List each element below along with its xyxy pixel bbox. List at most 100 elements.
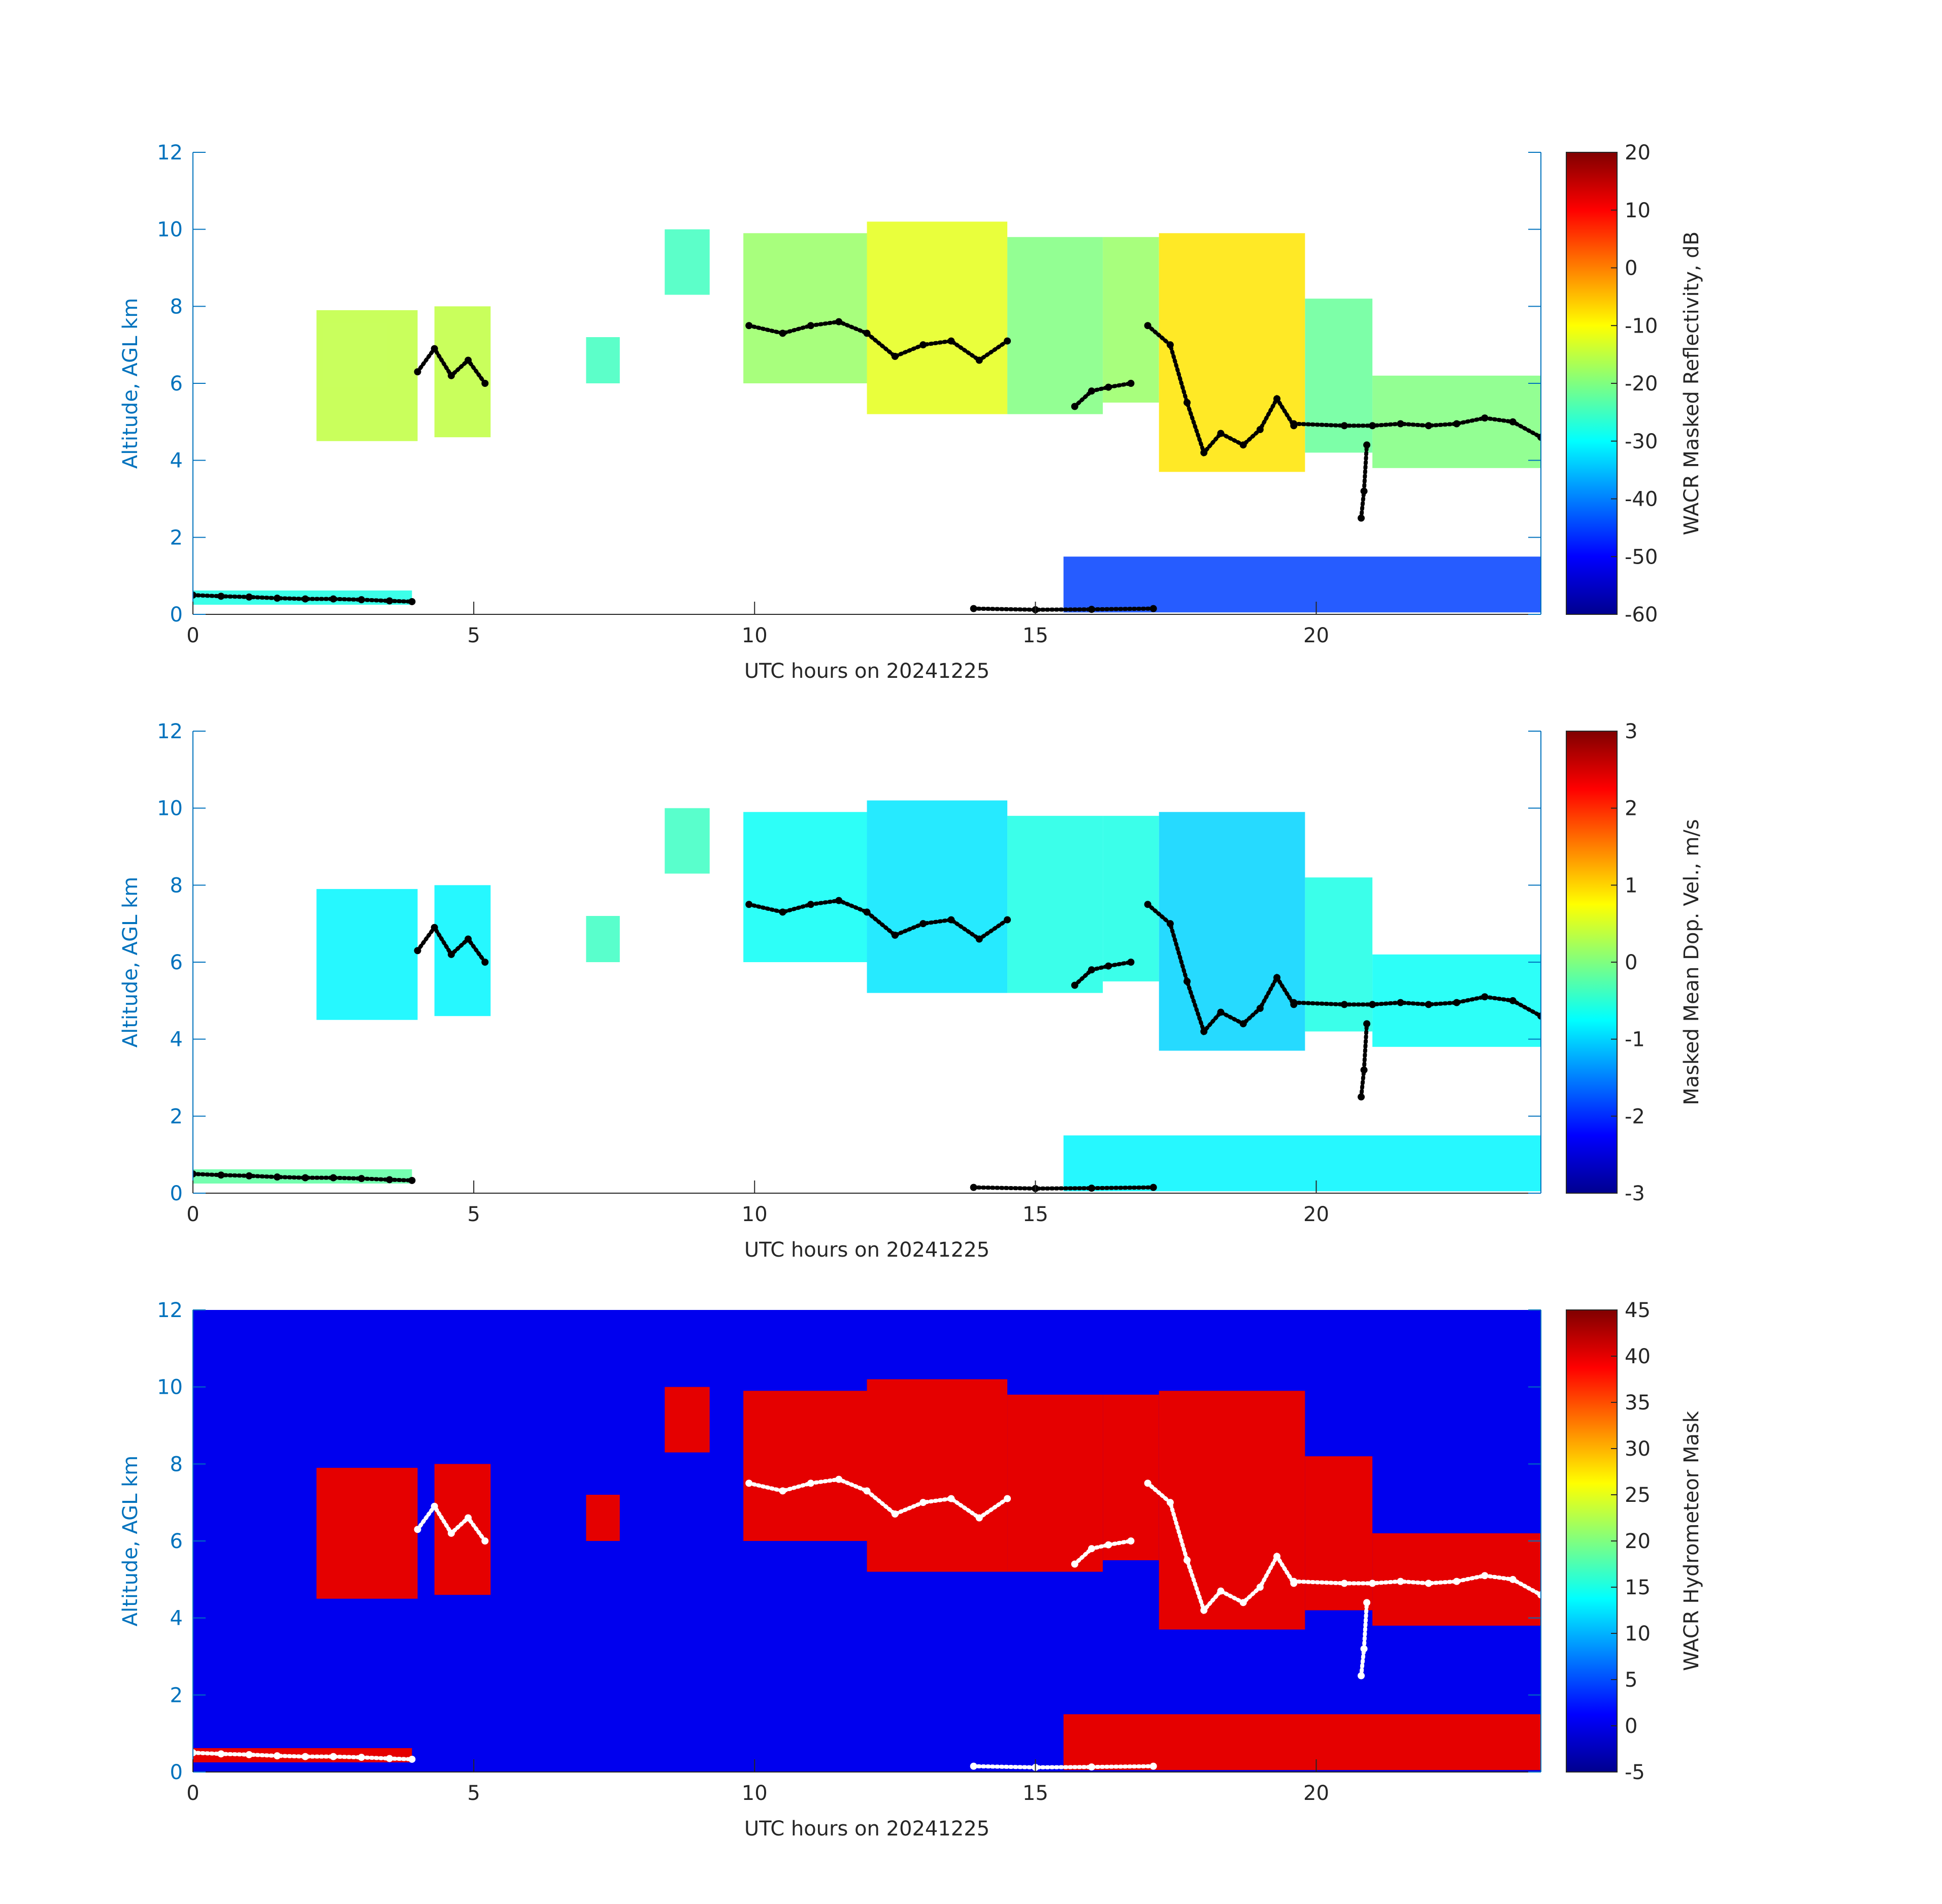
cloud-top-point [947, 1495, 955, 1502]
cloud-region-8 [1159, 1391, 1305, 1630]
cloud-top-point [807, 901, 814, 908]
cloud-top-point [891, 1510, 899, 1518]
cloud-region-4 [743, 1391, 867, 1541]
x-tick-label: 0 [186, 624, 199, 647]
colorbar-tick-label: 3 [1625, 720, 1637, 743]
cloud-top-point [1239, 1020, 1247, 1028]
y-tick-label: 4 [170, 449, 183, 473]
cloud-top-line-3 [1072, 960, 1133, 988]
cloud-top-point [807, 322, 814, 330]
colorbar-tick-label: -5 [1625, 1761, 1645, 1784]
cloud-top-point [1105, 1541, 1112, 1549]
x-tick-label: 10 [742, 1782, 768, 1805]
colorbar-gradient [1566, 1309, 1618, 1772]
cloud-top-point [1088, 387, 1095, 395]
y-tick-label: 12 [157, 141, 183, 165]
colorbar-tick-label: -30 [1625, 430, 1658, 453]
x-tick-label: 15 [1023, 624, 1048, 647]
colorbar-label: Masked Mean Dop. Vel., m/s [1680, 819, 1703, 1105]
cloud-top-point [1217, 430, 1225, 437]
cloud-top-point [745, 1480, 753, 1487]
colorbar-tick-label: -60 [1625, 603, 1658, 627]
cloud-top-point [302, 1174, 309, 1181]
cloud-top-point [1127, 380, 1135, 387]
cloud-top-point [1217, 1587, 1225, 1595]
y-tick-label: 10 [157, 797, 183, 820]
cloud-top-point [1363, 1599, 1371, 1606]
x-tick-label: 0 [186, 1782, 199, 1805]
y-tick-label: 8 [170, 874, 183, 897]
cloud-top-point [481, 380, 489, 387]
cloud-top-point [807, 1480, 814, 1487]
y-tick-label: 12 [157, 1299, 183, 1322]
cloud-top-point [447, 372, 455, 379]
cloud-top-point [779, 330, 786, 337]
cloud-top-point [447, 1529, 455, 1537]
cloud-region-9 [1305, 877, 1373, 1032]
y-tick-label: 0 [170, 1761, 183, 1784]
cloud-top-point [1363, 441, 1371, 449]
y-axis-label: Altitude, AGL km [119, 877, 142, 1048]
cloud-top-point [835, 318, 843, 325]
cloud-top-point [835, 1475, 843, 1483]
cloud-top-point [1200, 1606, 1208, 1614]
cloud-top-point [1239, 441, 1247, 449]
cloud-top-point [1360, 1645, 1368, 1653]
colorbar: -60 -50 -40 -30 -20 -10 0 10 20 WACR Masked Refle… [1566, 141, 1703, 627]
cloud-top-point [465, 935, 472, 943]
cloud-top-line-3 [1072, 1539, 1133, 1566]
colorbar-label: WACR Hydrometeor Mask [1680, 1410, 1703, 1671]
cloud-top-point [1004, 337, 1011, 345]
cloud-region-2 [586, 337, 620, 383]
cloud-top-point [891, 352, 899, 360]
cloud-top-point [245, 593, 253, 601]
cloud-top-point [1004, 1495, 1011, 1502]
cloud-top-point [217, 1171, 225, 1179]
cloud-top-point [1071, 403, 1078, 410]
cloud-top-point [273, 1173, 281, 1181]
cloud-top-point [1273, 1553, 1281, 1560]
cloud-top-line-7 [1359, 443, 1369, 520]
x-tick-label: 15 [1023, 1782, 1048, 1805]
cloud-top-point [970, 605, 977, 612]
cloud-region-0 [316, 1467, 418, 1599]
colorbar-tick-label: 45 [1625, 1299, 1651, 1322]
cloud-region-2 [586, 916, 620, 962]
colorbar-tick-label: 0 [1625, 257, 1637, 280]
colorbar-tick-label: -2 [1625, 1105, 1645, 1128]
cloud-top-point [1273, 395, 1281, 403]
plot-area [193, 800, 1541, 1192]
cloud-top-line-2 [747, 319, 1010, 363]
cloud-top-point [245, 1751, 253, 1758]
colorbar-tick-label: 0 [1625, 951, 1637, 974]
cloud-top-point [970, 1184, 977, 1191]
cloud-top-point [1088, 1185, 1095, 1192]
colorbar-tick-label: 10 [1625, 1622, 1651, 1646]
cloud-top-point [357, 1754, 365, 1761]
cloud-top-point [1088, 1763, 1095, 1771]
cloud-top-point [1537, 1591, 1541, 1599]
cloud-top-point [414, 1526, 421, 1533]
cloud-top-point [1397, 1578, 1404, 1585]
cloud-region-9 [1305, 1456, 1373, 1611]
x-tick-label: 5 [467, 1203, 480, 1226]
colorbar-gradient [1566, 731, 1618, 1194]
cloud-region-7 [1103, 1394, 1159, 1560]
cloud-top-point [431, 345, 438, 352]
colorbar-tick-label: -10 [1625, 314, 1658, 338]
cloud-top-point [1290, 999, 1298, 1006]
colorbar-tick-label: -1 [1625, 1028, 1645, 1052]
cloud-top-point [1256, 1005, 1264, 1012]
cloud-region-12 [1063, 1714, 1541, 1770]
y-axis-label: Altitude, AGL km [119, 298, 142, 469]
cloud-top-point [1363, 1020, 1371, 1028]
cloud-top-point [1340, 422, 1348, 430]
cloud-top-point [193, 1170, 196, 1178]
plot-area [193, 221, 1541, 613]
cloud-top-point [1340, 1580, 1348, 1587]
cloud-top-point [863, 1487, 871, 1495]
cloud-top-point [975, 1514, 983, 1522]
y-tick-label: 8 [170, 1453, 183, 1476]
cloud-top-point [386, 1755, 393, 1762]
